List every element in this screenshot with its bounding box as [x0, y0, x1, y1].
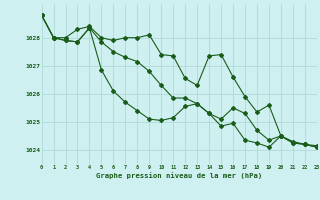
X-axis label: Graphe pression niveau de la mer (hPa): Graphe pression niveau de la mer (hPa)	[96, 172, 262, 179]
